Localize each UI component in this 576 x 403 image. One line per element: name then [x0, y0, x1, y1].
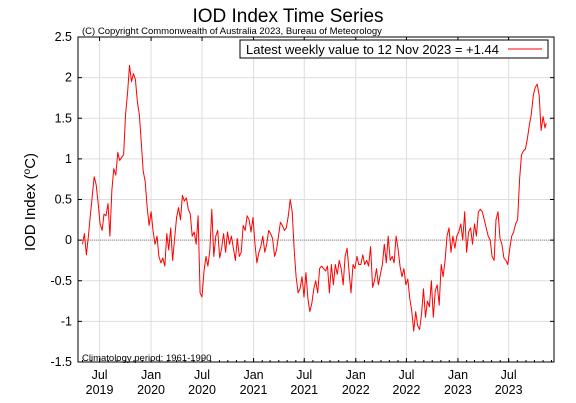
x-tick-label-year: 2021	[240, 383, 268, 397]
x-tick-label-year: 2023	[444, 383, 472, 397]
y-axis-ticks: -1.5 -1 -0.5 0 0.5 1 1.5 2 2.5	[50, 30, 554, 369]
y-axis-label: IOD Index (oC)	[22, 153, 40, 251]
y-tick-label: 2	[65, 71, 72, 85]
x-tick-label-month: Jul	[194, 368, 210, 382]
legend-label: Latest weekly value to 12 Nov 2023 = +1.…	[246, 42, 499, 57]
copyright-notice: (C) Copyright Commonwealth of Australia …	[82, 26, 382, 37]
y-tick-label: 0.5	[55, 193, 72, 207]
x-tick-label-month: Jul	[398, 368, 414, 382]
x-tick-label-year: 2023	[495, 383, 523, 397]
legend-box	[239, 39, 549, 59]
x-tick-label-year: 2021	[290, 383, 318, 397]
y-tick-label: -1	[61, 314, 72, 328]
grid-lines	[78, 36, 554, 363]
x-tick-label-month: Jul	[501, 368, 517, 382]
x-tick-label-year: 2020	[137, 383, 165, 397]
chart-title: IOD Index Time Series	[192, 6, 384, 27]
y-tick-label: 1	[65, 152, 72, 166]
y-tick-label: -1.5	[50, 355, 72, 369]
y-tick-label: 1.5	[55, 111, 72, 125]
y-tick-label: 2.5	[55, 30, 72, 44]
legend: Latest weekly value to 12 Nov 2023 = +1.…	[239, 39, 549, 59]
x-tick-label-month: Jul	[296, 368, 312, 382]
x-tick-label-year: 2022	[393, 383, 421, 397]
x-tick-label-year: 2022	[342, 383, 370, 397]
x-tick-label-month: Jul	[92, 368, 108, 382]
iod-series-line	[82, 64, 547, 332]
x-tick-label-year: 2020	[188, 383, 216, 397]
y-tick-label: -0.5	[50, 274, 72, 288]
x-tick-label-month: Jan	[243, 368, 263, 382]
y-tick-label: 0	[65, 233, 72, 247]
x-tick-label-month: Jan	[448, 368, 468, 382]
x-axis-ticks: Jul2019Jan2020Jul2020Jan2021Jul2021Jan20…	[81, 37, 552, 397]
x-tick-label-month: Jan	[141, 368, 161, 382]
x-tick-label-month: Jan	[346, 368, 366, 382]
x-tick-label-year: 2019	[86, 383, 114, 397]
climatology-note: Climatology period: 1961-1990	[82, 353, 211, 364]
